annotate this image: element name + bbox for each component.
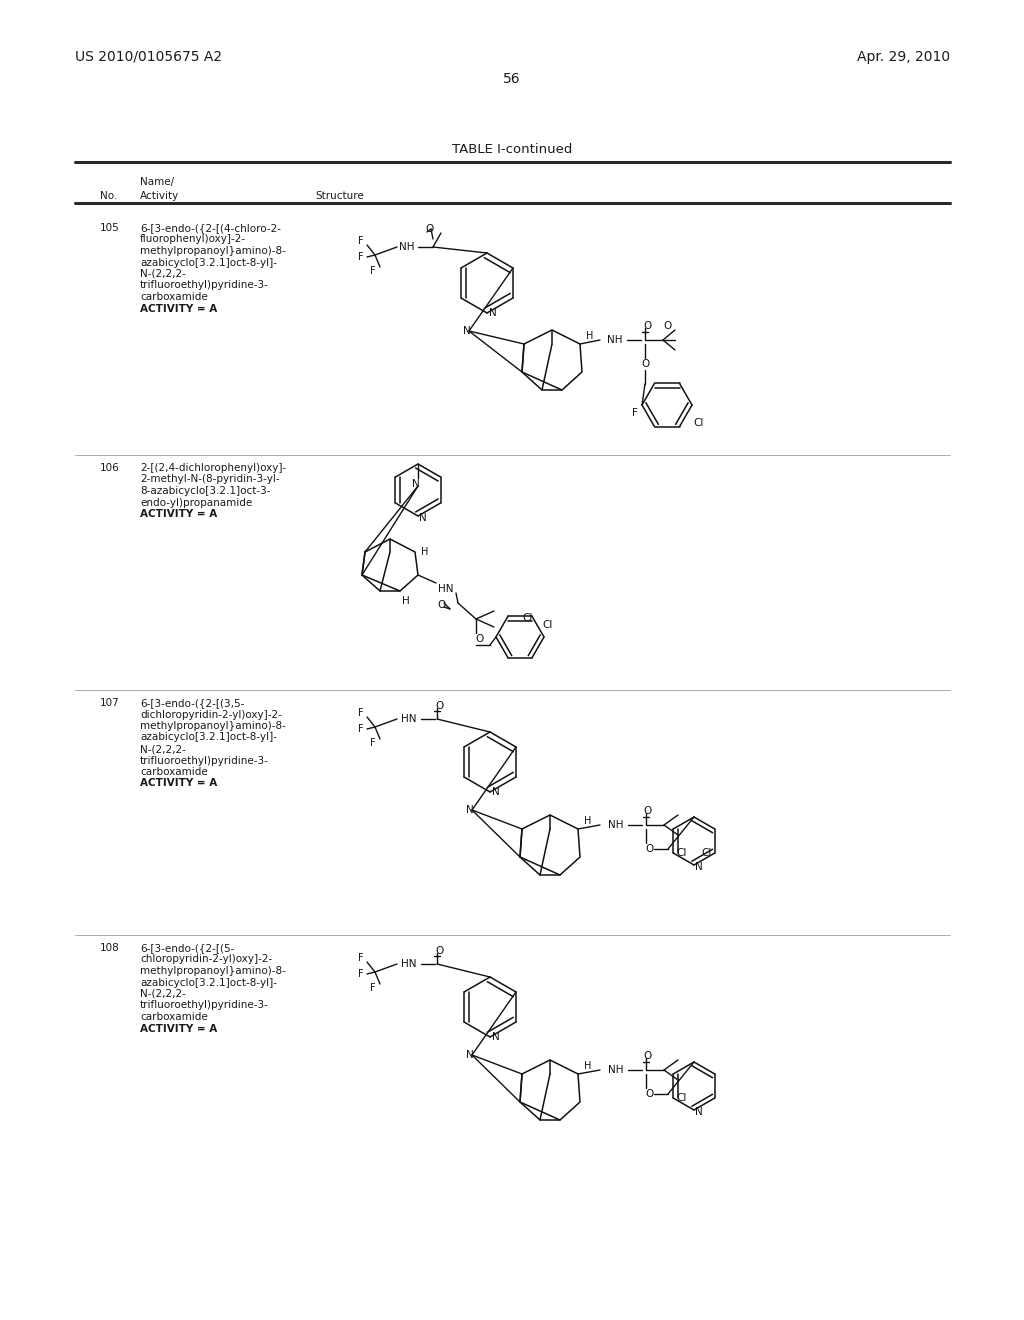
Text: H: H xyxy=(421,546,429,557)
Text: No.: No. xyxy=(100,191,118,201)
Text: N-(2,2,2-: N-(2,2,2- xyxy=(140,989,186,999)
Text: N: N xyxy=(695,862,702,873)
Text: N: N xyxy=(412,479,420,488)
Text: N: N xyxy=(695,1107,702,1117)
Text: Cl: Cl xyxy=(676,847,686,858)
Text: TABLE I-continued: TABLE I-continued xyxy=(452,143,572,156)
Text: NH: NH xyxy=(399,242,415,252)
Text: trifluoroethyl)pyridine-3-: trifluoroethyl)pyridine-3- xyxy=(140,755,269,766)
Text: Structure: Structure xyxy=(315,191,364,201)
Text: ACTIVITY = A: ACTIVITY = A xyxy=(140,510,217,519)
Text: O: O xyxy=(641,359,649,370)
Text: F: F xyxy=(358,236,364,246)
Text: ACTIVITY = A: ACTIVITY = A xyxy=(140,779,217,788)
Text: N: N xyxy=(466,805,474,814)
Text: Apr. 29, 2010: Apr. 29, 2010 xyxy=(857,50,950,63)
Text: H: H xyxy=(585,816,592,826)
Text: H: H xyxy=(587,331,594,341)
Text: O: O xyxy=(438,601,446,610)
Text: fluorophenyl)oxy]-2-: fluorophenyl)oxy]-2- xyxy=(140,235,246,244)
Text: Cl: Cl xyxy=(523,614,534,623)
Text: N-(2,2,2-: N-(2,2,2- xyxy=(140,269,186,279)
Text: 105: 105 xyxy=(100,223,120,234)
Text: Cl: Cl xyxy=(701,847,712,858)
Text: NH: NH xyxy=(608,820,624,830)
Text: methylpropanoyl}amino)-8-: methylpropanoyl}amino)-8- xyxy=(140,966,286,975)
Text: O: O xyxy=(646,843,654,854)
Text: O: O xyxy=(425,224,433,234)
Text: endo-yl)propanamide: endo-yl)propanamide xyxy=(140,498,252,507)
Text: O: O xyxy=(644,807,652,816)
Text: F: F xyxy=(358,708,364,718)
Text: Name/: Name/ xyxy=(140,177,174,187)
Text: F: F xyxy=(358,969,364,979)
Text: 106: 106 xyxy=(100,463,120,473)
Text: N: N xyxy=(493,787,500,797)
Text: methylpropanoyl}amino)-8-: methylpropanoyl}amino)-8- xyxy=(140,246,286,256)
Text: H: H xyxy=(585,1061,592,1071)
Text: F: F xyxy=(358,723,364,734)
Text: trifluoroethyl)pyridine-3-: trifluoroethyl)pyridine-3- xyxy=(140,281,269,290)
Text: trifluoroethyl)pyridine-3-: trifluoroethyl)pyridine-3- xyxy=(140,1001,269,1011)
Text: F: F xyxy=(371,267,376,276)
Text: F: F xyxy=(371,983,376,993)
Text: carboxamide: carboxamide xyxy=(140,767,208,777)
Text: dichloropyridin-2-yl)oxy]-2-: dichloropyridin-2-yl)oxy]-2- xyxy=(140,710,282,719)
Text: N-(2,2,2-: N-(2,2,2- xyxy=(140,744,186,754)
Text: Cl: Cl xyxy=(676,1093,686,1104)
Text: NH: NH xyxy=(607,335,623,345)
Text: N: N xyxy=(419,513,427,523)
Text: 108: 108 xyxy=(100,942,120,953)
Text: NH: NH xyxy=(608,1065,624,1074)
Text: N: N xyxy=(489,308,497,318)
Text: O: O xyxy=(646,1089,654,1100)
Text: US 2010/0105675 A2: US 2010/0105675 A2 xyxy=(75,50,222,63)
Text: 107: 107 xyxy=(100,698,120,708)
Text: Cl: Cl xyxy=(543,620,553,630)
Text: 6-[3-endo-({2-[(5-: 6-[3-endo-({2-[(5- xyxy=(140,942,234,953)
Text: F: F xyxy=(358,252,364,261)
Text: O: O xyxy=(476,634,484,644)
Text: chloropyridin-2-yl)oxy]-2-: chloropyridin-2-yl)oxy]-2- xyxy=(140,954,272,965)
Text: N: N xyxy=(463,326,471,337)
Text: Activity: Activity xyxy=(140,191,179,201)
Text: ACTIVITY = A: ACTIVITY = A xyxy=(140,1023,217,1034)
Text: HN: HN xyxy=(438,583,454,594)
Text: carboxamide: carboxamide xyxy=(140,292,208,302)
Text: O: O xyxy=(663,321,671,331)
Text: 2-[(2,4-dichlorophenyl)oxy]-: 2-[(2,4-dichlorophenyl)oxy]- xyxy=(140,463,287,473)
Text: HN: HN xyxy=(401,960,417,969)
Text: 6-[3-endo-({2-[(4-chloro-2-: 6-[3-endo-({2-[(4-chloro-2- xyxy=(140,223,281,234)
Text: HN: HN xyxy=(401,714,417,723)
Text: H: H xyxy=(402,597,410,606)
Text: N: N xyxy=(466,1049,474,1060)
Text: F: F xyxy=(371,738,376,748)
Text: azabicyclo[3.2.1]oct-8-yl]-: azabicyclo[3.2.1]oct-8-yl]- xyxy=(140,978,278,987)
Text: azabicyclo[3.2.1]oct-8-yl]-: azabicyclo[3.2.1]oct-8-yl]- xyxy=(140,257,278,268)
Text: N: N xyxy=(493,1032,500,1041)
Text: azabicyclo[3.2.1]oct-8-yl]-: azabicyclo[3.2.1]oct-8-yl]- xyxy=(140,733,278,742)
Text: O: O xyxy=(435,701,443,711)
Text: O: O xyxy=(643,321,651,331)
Text: 6-[3-endo-({2-[(3,5-: 6-[3-endo-({2-[(3,5- xyxy=(140,698,245,708)
Text: F: F xyxy=(358,953,364,964)
Text: Cl: Cl xyxy=(694,418,705,428)
Text: 8-azabicyclo[3.2.1]oct-3-: 8-azabicyclo[3.2.1]oct-3- xyxy=(140,486,270,496)
Text: ACTIVITY = A: ACTIVITY = A xyxy=(140,304,217,314)
Text: O: O xyxy=(644,1051,652,1061)
Text: F: F xyxy=(632,408,638,418)
Text: methylpropanoyl}amino)-8-: methylpropanoyl}amino)-8- xyxy=(140,721,286,731)
Text: 2-methyl-N-(8-pyridin-3-yl-: 2-methyl-N-(8-pyridin-3-yl- xyxy=(140,474,280,484)
Text: O: O xyxy=(435,946,443,956)
Text: carboxamide: carboxamide xyxy=(140,1012,208,1022)
Text: 56: 56 xyxy=(503,73,521,86)
